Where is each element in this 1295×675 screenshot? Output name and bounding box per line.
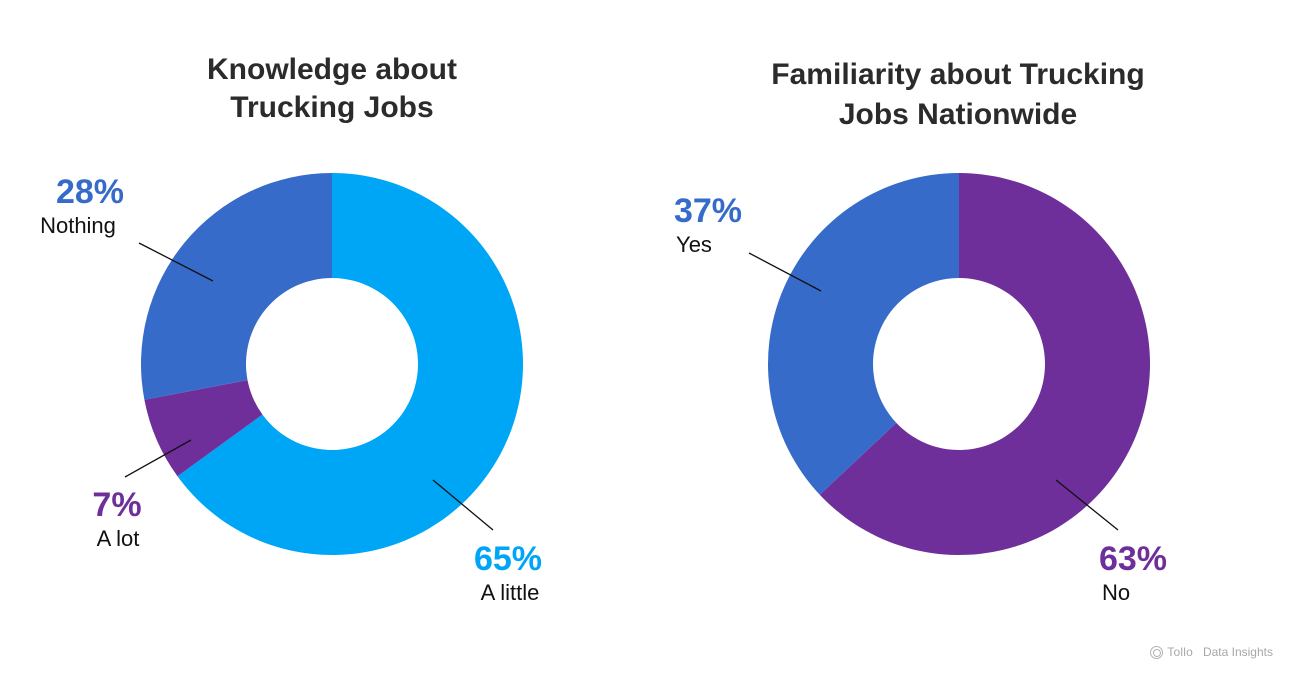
chart-title-line-2: Trucking Jobs bbox=[230, 91, 433, 124]
slice-no bbox=[819, 173, 1150, 555]
chart-title-line-1: Familiarity about Trucking bbox=[771, 58, 1144, 91]
category-label-nothing: Nothing bbox=[40, 213, 116, 238]
slice-a-lot bbox=[144, 380, 263, 477]
leader-line-nothing bbox=[138, 242, 214, 282]
value-label-a-little: 65% bbox=[474, 540, 542, 578]
slice-yes bbox=[767, 173, 959, 495]
category-label-a-lot: A lot bbox=[97, 526, 140, 551]
chart-title-line-1: Knowledge about bbox=[207, 53, 457, 86]
leader-line-no bbox=[1055, 479, 1119, 531]
chart-familiarity: Familiarity about Trucking Jobs Nationwid… bbox=[674, 58, 1167, 605]
slice-nothing bbox=[140, 173, 332, 400]
value-label-nothing: 28% bbox=[56, 173, 124, 211]
chart-knowledge: Knowledge about Trucking Jobs 65%A little 7… bbox=[40, 53, 542, 605]
value-label-yes: 37% bbox=[674, 192, 742, 230]
leader-line-a-little bbox=[432, 479, 494, 531]
watermark-brand: Tollo bbox=[1167, 645, 1193, 659]
leader-line-yes bbox=[748, 252, 822, 292]
category-label-no: No bbox=[1102, 580, 1130, 605]
category-label-a-little: A little bbox=[481, 580, 540, 605]
leader-line-a-lot bbox=[124, 439, 192, 478]
watermark-text: Data Insights bbox=[1202, 645, 1273, 659]
value-label-a-lot: 7% bbox=[92, 486, 141, 524]
slice-a-little bbox=[177, 173, 523, 555]
chart-title-line-2: Jobs Nationwide bbox=[839, 98, 1077, 131]
tollo-logo-icon bbox=[1150, 645, 1164, 659]
watermark: Tollo Data Insights bbox=[1150, 645, 1273, 659]
category-label-yes: Yes bbox=[676, 232, 712, 257]
value-label-no: 63% bbox=[1099, 540, 1167, 578]
